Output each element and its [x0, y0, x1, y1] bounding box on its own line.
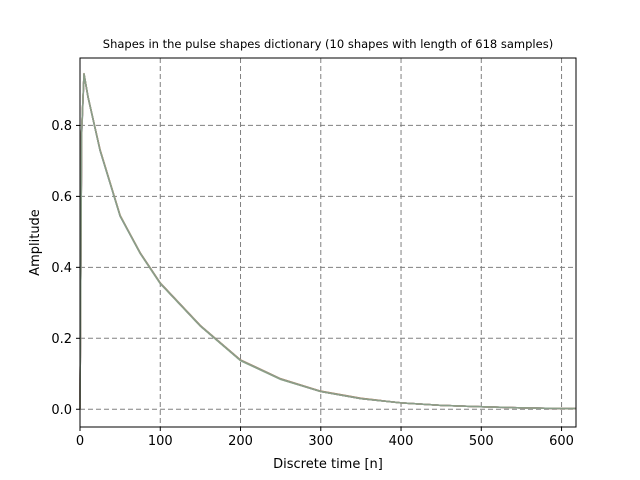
- chart-title: Shapes in the pulse shapes dictionary (1…: [103, 37, 553, 51]
- y-tick-label: 0.4: [51, 261, 72, 276]
- x-tick-label: 100: [148, 434, 173, 449]
- x-axis-ticks: 0 100 200 300 400 500 600: [76, 427, 574, 449]
- x-tick-label: 400: [389, 434, 414, 449]
- y-tick-label: 0.0: [51, 403, 72, 418]
- plot-frame: [79, 57, 577, 428]
- y-axis-ticks: 0.0 0.2 0.4 0.6 0.8: [51, 119, 80, 418]
- x-tick-label: 0: [76, 434, 84, 449]
- y-axis-label: Amplitude: [28, 209, 43, 276]
- series-lines: [79, 72, 576, 410]
- x-tick-label: 200: [228, 434, 253, 449]
- pulse-shape-line-10: [79, 73, 576, 410]
- y-tick-label: 0.8: [51, 119, 72, 134]
- y-tick-label: 0.2: [51, 332, 72, 347]
- x-tick-label: 500: [469, 434, 494, 449]
- y-tick-label: 0.6: [51, 190, 72, 205]
- x-axis-label: Discrete time [n]: [273, 457, 383, 472]
- x-tick-label: 600: [549, 434, 574, 449]
- x-tick-label: 300: [308, 434, 333, 449]
